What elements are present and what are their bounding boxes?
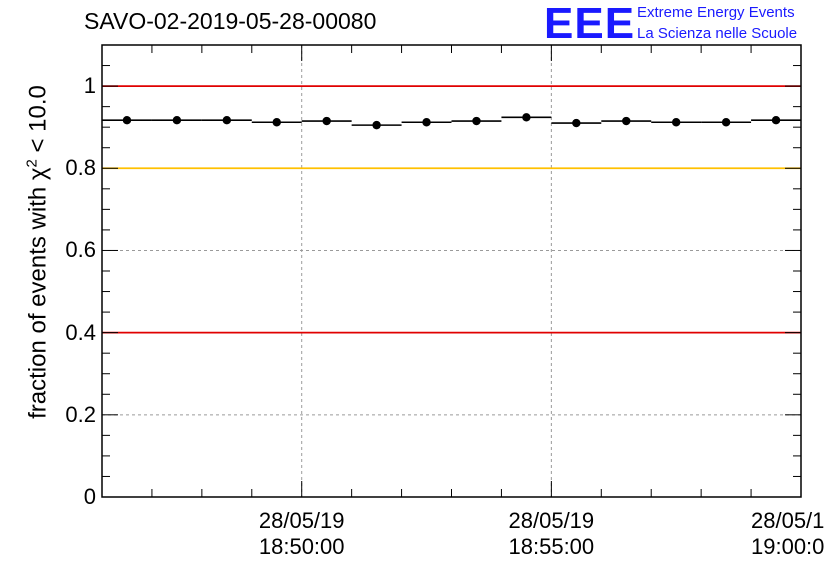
y-tick-label: 1 [83,73,96,99]
data-point [472,116,481,126]
eee-logo: EEE Extreme Energy Events La Scienza nel… [544,2,836,46]
y-tick-label: 0.6 [65,237,96,263]
grid-lines [102,45,801,497]
data-point-group [151,115,202,125]
reference-lines [102,85,801,334]
x-tick-label: 28/05/19 18:55:00 [491,508,611,560]
data-point [522,113,531,122]
data-point-group [301,116,352,126]
data-point-group [451,116,502,126]
data-point [622,116,631,126]
data-point [272,118,281,127]
data-point-group [551,118,602,128]
x-tick-date: 28/05/19 [508,508,595,533]
data-point [322,116,331,126]
data-point-group [601,116,652,126]
x-tick-label: 28/05/19 18:50:00 [242,508,362,560]
logo-mark: EEE [544,0,636,48]
data-point-group [501,113,552,122]
data-point-group [351,120,402,130]
x-tick-date: 28/05/19 [258,508,345,533]
data-point [572,118,581,128]
x-tick-time: 18:50:00 [258,534,345,559]
data-point-group [102,115,152,125]
data-point [422,118,431,127]
data-point-group [201,115,252,125]
data-point [671,118,681,127]
logo-line-1: Extreme Energy Events [637,4,795,21]
y-tick-label: 0.4 [65,319,96,345]
data-point [172,115,182,125]
data-point-group [251,118,302,127]
chart-title: SAVO-02-2019-05-28-00080 [84,8,377,34]
data-point [721,118,731,127]
data-point-group [701,118,752,127]
data-point [122,115,132,125]
x-tick-time: 19:00:0 [751,534,825,559]
logo-line-2: La Scienza nelle Scuole [637,25,798,42]
x-tick-label: 28/05/1 19:00:0 [751,508,836,560]
data-point [372,120,381,130]
data-point [771,115,781,125]
plot-frame [101,44,802,498]
x-tick-time: 18:55:00 [508,534,595,559]
y-tick-label: 0.8 [65,155,96,181]
data-point-group [751,115,801,125]
y-tick-label: 0.2 [65,401,96,427]
data-series [102,113,801,130]
minor-ticks [101,44,802,498]
x-tick-date: 28/05/1 [751,508,825,533]
data-point-group [401,118,452,127]
y-axis-label-prefix: fraction of events with [24,180,52,419]
y-tick-label: 0 [83,484,96,509]
data-point-group [651,118,702,127]
data-point [222,115,232,125]
